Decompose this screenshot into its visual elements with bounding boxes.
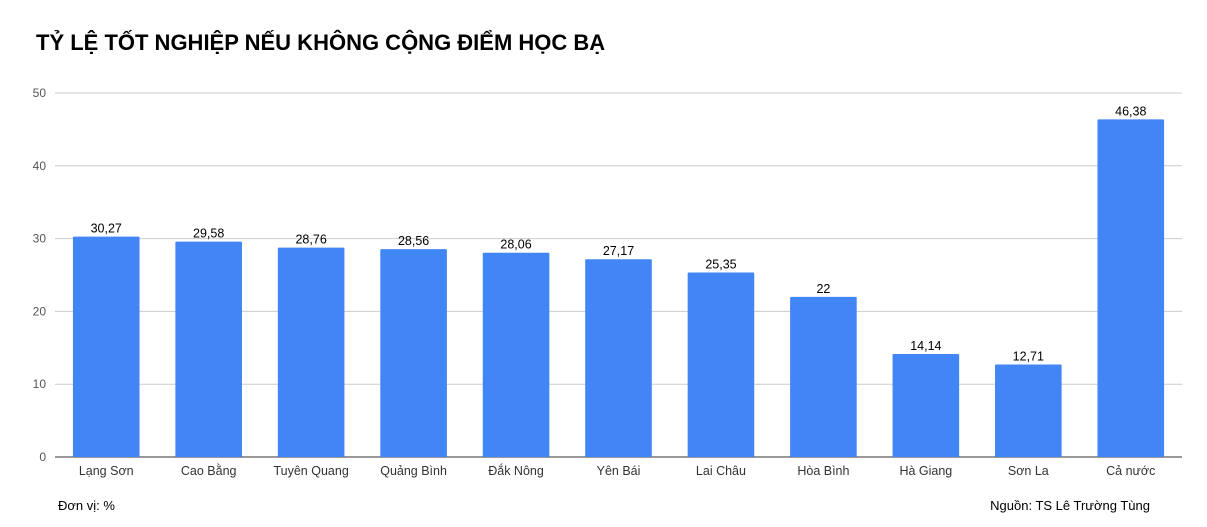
bar-value-label: 30,27 bbox=[91, 222, 122, 236]
bar bbox=[277, 247, 345, 457]
bars bbox=[72, 119, 1165, 457]
y-tick-label: 40 bbox=[33, 159, 47, 173]
x-tick-label: Tuyên Quang bbox=[273, 464, 348, 478]
x-tick-label: Hà Giang bbox=[899, 464, 952, 478]
bar bbox=[175, 241, 242, 457]
x-tick-label: Cao Bằng bbox=[181, 463, 237, 478]
bar-value-label: 46,38 bbox=[1115, 104, 1146, 118]
bar bbox=[380, 249, 447, 457]
bar bbox=[687, 272, 755, 457]
x-tick-label: Lạng Sơn bbox=[79, 464, 134, 478]
y-tick-label: 30 bbox=[33, 232, 47, 246]
source-note: Nguồn: TS Lê Trường Tùng bbox=[990, 498, 1150, 513]
y-tick-label: 0 bbox=[39, 450, 46, 464]
bar bbox=[482, 252, 550, 457]
y-axis: 0 10 20 30 40 50 bbox=[33, 86, 47, 464]
x-tick-label: Yên Bái bbox=[597, 464, 641, 478]
y-tick-label: 20 bbox=[33, 304, 47, 318]
y-tick-label: 10 bbox=[33, 377, 47, 391]
x-tick-label: Cả nước bbox=[1106, 464, 1155, 478]
bar-value-label: 28,06 bbox=[500, 238, 531, 252]
bar bbox=[72, 236, 140, 457]
bar bbox=[1097, 119, 1165, 457]
bar-value-label: 28,76 bbox=[295, 233, 326, 247]
x-tick-label: Đắk Nông bbox=[488, 463, 544, 478]
bar-value-label: 25,35 bbox=[705, 257, 736, 271]
bar-value-label: 27,17 bbox=[603, 244, 634, 258]
data-labels: 30,27 29,58 28,76 28,56 28,06 27,17 25,35 22 14,… bbox=[91, 104, 1147, 363]
x-tick-label: Lai Châu bbox=[696, 464, 746, 478]
y-tick-label: 50 bbox=[33, 86, 47, 100]
x-tick-label: Hòa Bình bbox=[797, 464, 849, 478]
bar-value-label: 12,71 bbox=[1013, 349, 1044, 363]
x-axis: Lạng Sơn Cao Bằng Tuyên Quang Quảng Bình Đắk… bbox=[79, 463, 1156, 478]
unit-note: Đơn vị: % bbox=[58, 498, 115, 513]
bar bbox=[585, 259, 652, 457]
bar bbox=[790, 296, 857, 457]
bar bbox=[892, 354, 960, 457]
chart-title: TỶ LỆ TỐT NGHIỆP NẾU KHÔNG CỘNG ĐIỂM HỌC… bbox=[36, 30, 606, 55]
x-tick-label: Sơn La bbox=[1008, 464, 1049, 478]
bar-value-label: 22 bbox=[816, 282, 830, 296]
x-tick-label: Quảng Bình bbox=[380, 464, 447, 478]
bar bbox=[995, 364, 1062, 457]
bar-value-label: 28,56 bbox=[398, 234, 429, 248]
bar-value-label: 14,14 bbox=[910, 339, 941, 353]
bar-value-label: 29,58 bbox=[193, 227, 224, 241]
